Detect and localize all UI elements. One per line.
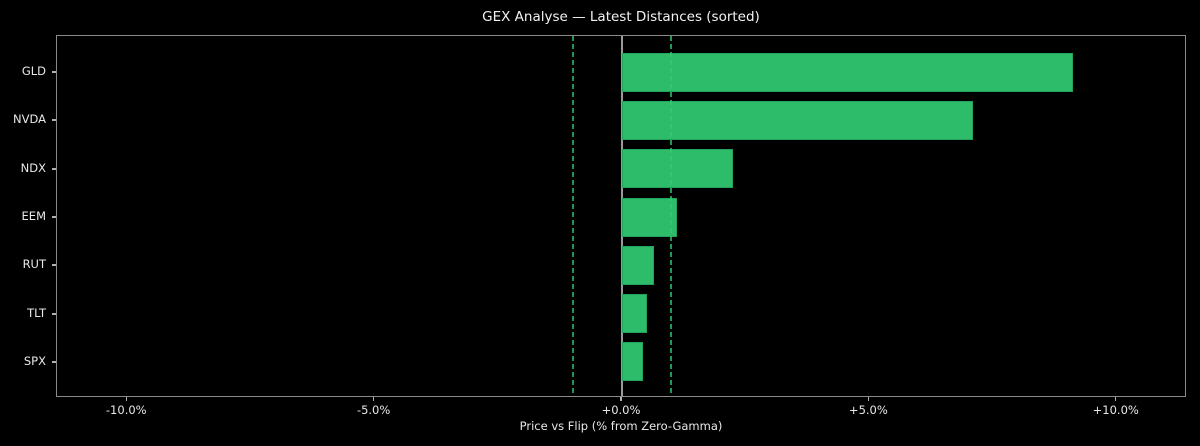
bar-tlt <box>622 294 648 333</box>
x-tick-label: +0.0% <box>601 403 641 417</box>
y-tick-mark <box>52 119 56 121</box>
y-tick-mark <box>52 264 56 266</box>
x-tick-mark <box>1114 397 1117 401</box>
y-tick-label-ndx: NDX <box>20 161 46 175</box>
bar-nvda <box>622 101 973 140</box>
x-tick-label: -10.0% <box>105 403 147 417</box>
x-tick-label: +10.0% <box>1092 403 1139 417</box>
x-tick-label: +5.0% <box>848 403 888 417</box>
x-tick-mark <box>867 397 870 401</box>
y-tick-mark <box>52 361 56 363</box>
y-tick-mark <box>52 168 56 170</box>
y-tick-label-spx: SPX <box>23 354 46 368</box>
bar-gld <box>622 53 1074 92</box>
plot-area <box>56 35 1186 397</box>
y-tick-mark <box>52 216 56 218</box>
bar-rut <box>622 246 654 285</box>
x-tick-mark <box>372 397 375 401</box>
y-tick-label-eem: EEM <box>21 209 46 223</box>
x-axis-label: Price vs Flip (% from Zero-Gamma) <box>519 419 723 433</box>
y-tick-label-tlt: TLT <box>27 306 46 320</box>
x-tick-mark <box>125 397 127 401</box>
y-tick-label-nvda: NVDA <box>13 112 46 126</box>
y-tick-mark <box>52 71 56 73</box>
x-tick-label: -5.0% <box>356 403 391 417</box>
x-tick-mark <box>620 397 622 401</box>
y-tick-mark <box>52 313 56 315</box>
chart-title: GEX Analyse — Latest Distances (sorted) <box>482 9 760 25</box>
bar-eem <box>622 198 677 237</box>
flip-threshold-lower <box>571 36 574 396</box>
y-tick-label-rut: RUT <box>22 257 46 271</box>
y-tick-label-gld: GLD <box>21 64 46 78</box>
flip-threshold-upper <box>670 36 673 396</box>
bar-ndx <box>622 149 734 188</box>
bar-spx <box>622 342 644 381</box>
